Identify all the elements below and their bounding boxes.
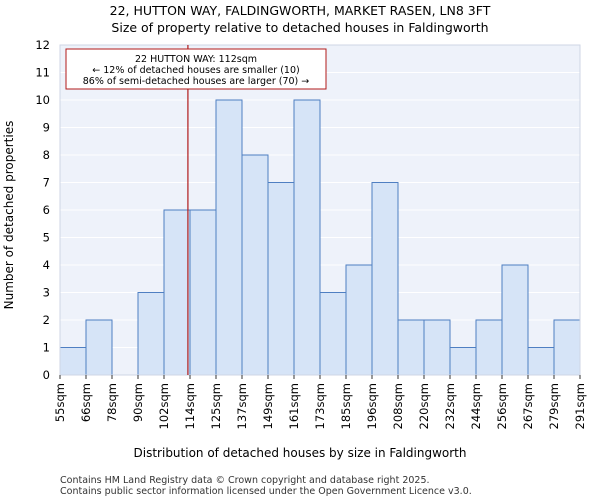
x-tick-label: 149sqm — [261, 383, 275, 429]
chart-subtitle: Size of property relative to detached ho… — [111, 20, 488, 35]
y-tick-label: 9 — [43, 121, 50, 135]
x-tick-label: 279sqm — [547, 383, 561, 429]
histogram-bar — [137, 292, 165, 376]
x-tick-label: 267sqm — [521, 383, 535, 429]
x-tick-label: 102sqm — [157, 383, 171, 429]
x-tick-label: 161sqm — [287, 383, 301, 429]
y-tick-label: 5 — [43, 231, 50, 245]
histogram-bar — [267, 182, 295, 376]
histogram-bar — [319, 292, 347, 376]
y-axis-label: Number of detached properties — [2, 121, 16, 310]
x-tick-label: 66sqm — [79, 383, 93, 422]
annotation-box — [65, 48, 327, 90]
x-tick-label: 78sqm — [105, 383, 119, 422]
x-tick-label: 125sqm — [209, 383, 223, 429]
annotation-line-1: 22 HUTTON WAY: 112sqm — [135, 54, 257, 65]
histogram-bar — [423, 319, 451, 376]
x-tick-label: 90sqm — [131, 383, 145, 422]
histogram-bar — [475, 319, 503, 376]
y-tick-label: 11 — [35, 66, 50, 80]
y-tick-label: 2 — [43, 313, 50, 327]
histogram-bar — [85, 319, 113, 376]
x-tick-label: 291sqm — [573, 383, 587, 429]
x-tick-label: 137sqm — [235, 383, 249, 429]
y-tick-label: 8 — [43, 148, 50, 162]
x-tick-label: 196sqm — [365, 383, 379, 429]
x-tick-labels: 55sqm 66sqm 78sqm 90sqm 102sqm 114sqm 125sqm 13… — [53, 375, 587, 429]
y-tick-label: 10 — [35, 93, 50, 107]
histogram-bar — [553, 319, 581, 376]
x-tick-label: 244sqm — [469, 383, 483, 429]
histogram-bar — [397, 319, 425, 376]
y-tick-label: 0 — [43, 368, 50, 382]
x-tick-label: 232sqm — [443, 383, 457, 429]
bars — [59, 99, 581, 376]
histogram-bar — [163, 209, 191, 376]
x-tick-label: 114sqm — [183, 383, 197, 429]
y-tick-label: 1 — [43, 341, 50, 355]
histogram-bar — [449, 347, 477, 376]
x-tick-label: 173sqm — [313, 383, 327, 429]
footer-line-1: Contains HM Land Registry data © Crown c… — [60, 475, 430, 486]
annotation-line-3: 86% of semi-detached houses are larger (… — [83, 76, 310, 87]
histogram-bar — [345, 264, 373, 376]
annotation-line-2: ← 12% of detached houses are smaller (10… — [92, 65, 299, 76]
y-tick-label: 6 — [43, 203, 50, 217]
y-tick-label: 12 — [35, 38, 50, 52]
x-tick-label: 55sqm — [53, 383, 67, 422]
histogram-bar — [371, 182, 399, 376]
histogram-bar — [501, 264, 529, 376]
histogram-bar — [527, 347, 555, 376]
histogram-bar — [215, 99, 243, 376]
chart-title: 22, HUTTON WAY, FALDINGWORTH, MARKET RAS… — [110, 3, 491, 18]
y-tick-label: 4 — [43, 258, 50, 272]
y-tick-label: 7 — [43, 176, 50, 190]
histogram-bar — [189, 209, 217, 376]
y-tick-label: 3 — [43, 286, 50, 300]
x-tick-label: 185sqm — [339, 383, 353, 429]
x-axis-label: Distribution of detached houses by size … — [134, 446, 467, 460]
histogram-bar — [241, 154, 269, 376]
histogram-bar — [59, 347, 87, 376]
x-tick-label: 208sqm — [391, 383, 405, 429]
x-tick-label: 220sqm — [417, 383, 431, 429]
x-tick-label: 256sqm — [495, 383, 509, 429]
footer-line-2: Contains public sector information licen… — [60, 486, 472, 497]
histogram-bar — [293, 99, 321, 376]
